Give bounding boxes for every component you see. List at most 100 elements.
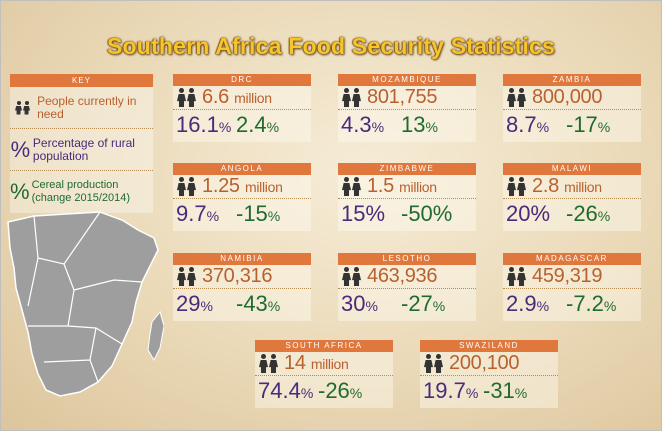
people-in-need-value: 801,755 <box>367 86 438 109</box>
people-icon <box>177 88 196 107</box>
people-icon <box>507 177 526 196</box>
people-number: 801,755 <box>367 86 438 108</box>
people-in-need-row: 2.8 million <box>503 175 641 199</box>
country-name: SWAZILAND <box>420 340 558 352</box>
people-unit: million <box>399 179 437 195</box>
stats-row: 16.1% 2.4% <box>173 110 311 140</box>
country-name: LESOTHO <box>338 253 476 265</box>
country-name: NAMIBIA <box>173 253 311 265</box>
cereal-number: -15 <box>236 201 268 226</box>
people-in-need-row: 1.25 million <box>173 175 311 199</box>
rural-unit: % <box>536 298 550 314</box>
key-label-people: People currently in need <box>37 93 137 121</box>
stats-row: 8.7% -17% <box>503 110 641 140</box>
cereal-unit: % <box>425 119 438 135</box>
rural-number: 4.3 <box>341 112 372 137</box>
country-card-madagascar: MADAGASCAR 459,319 2.9% -7.2% <box>503 253 641 321</box>
key-label-cereal: Cereal production (change 2015/2014) <box>31 179 131 204</box>
country-name: ZAMBIA <box>503 74 641 86</box>
cereal-number: -43 <box>236 291 268 316</box>
people-number: 200,100 <box>449 352 520 374</box>
people-in-need-row: 801,755 <box>338 86 476 110</box>
rural-unit: % <box>465 385 479 401</box>
people-in-need-value: 2.8 million <box>532 175 602 198</box>
cereal-unit: % <box>267 208 281 224</box>
people-icon <box>342 267 361 286</box>
stats-row: 9.7% -15% <box>173 199 311 229</box>
rural-percentage-value: 9.7% <box>176 201 236 227</box>
people-number: 459,319 <box>532 265 603 287</box>
rural-percentage-value: 20% <box>506 201 566 227</box>
stats-row: 30% -27% <box>338 289 476 319</box>
people-icon <box>10 97 35 119</box>
people-icon <box>342 88 361 107</box>
rural-percentage-value: 2.9% <box>506 291 566 317</box>
rural-number: 8.7 <box>506 112 537 137</box>
people-in-need-row: 370,316 <box>173 265 311 289</box>
people-in-need-row: 800,000 <box>503 86 641 110</box>
rural-number: 19.7 <box>423 378 466 403</box>
stats-row: 29% -43% <box>173 289 311 319</box>
people-in-need-value: 1.5 million <box>367 175 437 198</box>
cereal-change-value: 2.4% <box>236 112 279 138</box>
country-card-namibia: NAMIBIA 370,316 29% -43% <box>173 253 311 321</box>
rural-unit: % <box>200 298 213 314</box>
rural-percentage-value: 16.1% <box>176 112 236 138</box>
rural-percentage-value: 29% <box>176 291 236 317</box>
rural-percentage-value: 8.7% <box>506 112 566 138</box>
legend-key: KEY People currently in need % Percentag… <box>10 74 153 213</box>
country-card-lesotho: LESOTHO 463,936 30% -27% <box>338 253 476 321</box>
cereal-change-value: 13% <box>401 112 438 138</box>
rural-percentage-value: 30% <box>341 291 401 317</box>
people-in-need-row: 14 million <box>255 352 393 376</box>
country-name: MALAWI <box>503 163 641 175</box>
cereal-change-value: -7.2% <box>566 291 616 317</box>
country-card-south-africa: SOUTH AFRICA 14 million 74.4% -26% <box>255 340 393 408</box>
rural-number: 16.1 <box>176 112 219 137</box>
rural-percentage-value: 19.7% <box>423 378 483 404</box>
madagascar-shape <box>147 310 165 362</box>
cereal-unit: % <box>597 119 611 135</box>
people-unit: million <box>234 90 272 106</box>
rural-number: 9.7 <box>176 201 207 226</box>
people-number: 2.8 <box>532 175 559 197</box>
cereal-unit: % <box>597 208 611 224</box>
people-in-need-value: 6.6 million <box>202 86 272 109</box>
people-number: 14 <box>284 352 306 374</box>
country-name: MOZAMBIQUE <box>338 74 476 86</box>
infographic-title: Southern Africa Food Security Statistics <box>106 33 556 59</box>
cereal-percent-symbol: % <box>10 179 30 204</box>
rural-unit: % <box>365 298 378 314</box>
map-borders <box>27 211 143 383</box>
people-in-need-row: 463,936 <box>338 265 476 289</box>
cereal-unit: % <box>514 385 528 401</box>
people-icon <box>507 267 526 286</box>
stats-row: 4.3% 13% <box>338 110 476 140</box>
rural-percent-symbol: % <box>10 136 31 162</box>
rural-percentage-value: 74.4% <box>258 378 318 404</box>
rural-number: 15% <box>341 201 386 226</box>
cereal-change-value: -43% <box>236 291 280 317</box>
country-name: MADAGASCAR <box>503 253 641 265</box>
key-row-rural: % Percentage of rural population <box>10 129 153 171</box>
people-in-need-row: 459,319 <box>503 265 641 289</box>
rural-unit: % <box>218 119 232 135</box>
country-card-mozambique: MOZAMBIQUE 801,755 4.3% 13% <box>338 74 476 142</box>
country-card-zambia: ZAMBIA 800,000 8.7% -17% <box>503 74 641 142</box>
people-in-need-value: 370,316 <box>202 265 273 288</box>
stats-row: 2.9% -7.2% <box>503 289 641 319</box>
people-in-need-row: 200,100 <box>420 352 558 376</box>
rural-number: 29 <box>176 291 201 316</box>
rural-percentage-value: 15% <box>341 201 401 227</box>
people-unit: million <box>310 356 349 372</box>
people-number: 800,000 <box>532 86 603 108</box>
rural-unit: % <box>536 119 550 135</box>
country-name: ZIMBABWE <box>338 163 476 175</box>
people-number: 463,936 <box>367 265 438 287</box>
key-row-people: People currently in need <box>10 87 153 129</box>
country-name: ANGOLA <box>173 163 311 175</box>
cereal-unit: % <box>349 385 363 401</box>
cereal-unit: % <box>267 298 281 314</box>
people-unit: million <box>245 179 283 195</box>
cereal-number: -26 <box>318 378 350 403</box>
